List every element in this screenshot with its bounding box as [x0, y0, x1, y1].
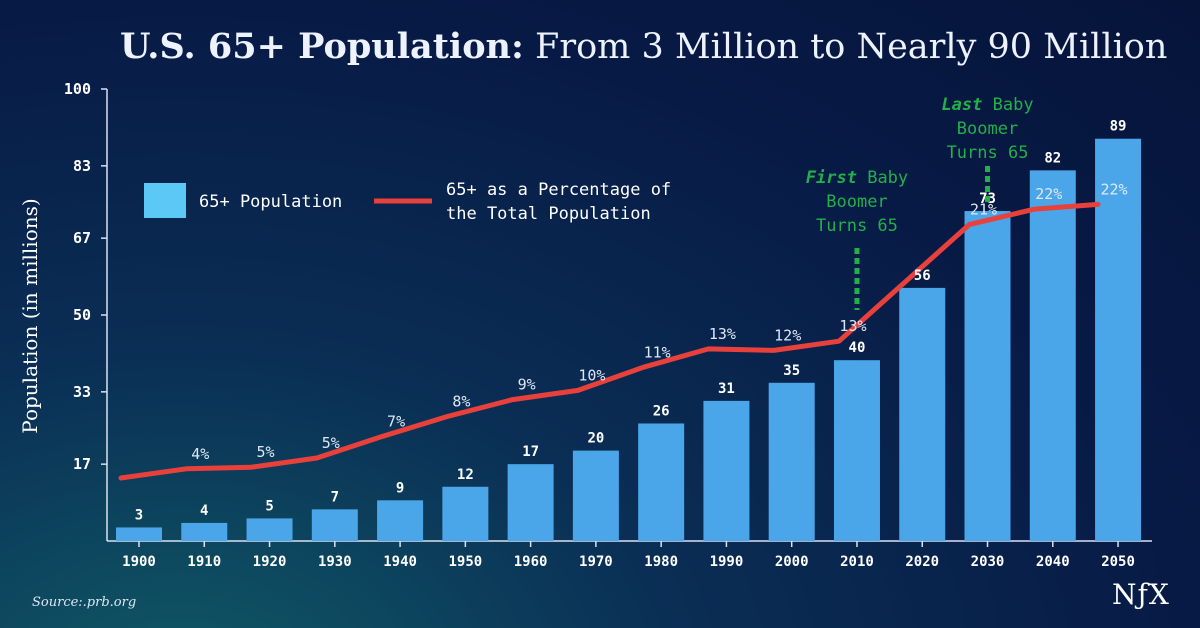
legend-label-bar: 65+ Population: [199, 192, 342, 212]
x-tick-label: 1970: [579, 554, 613, 570]
bar-value-label: 4: [200, 503, 208, 519]
annotation-line-2: Boomer: [957, 119, 1018, 139]
x-tick-label: 2030: [971, 554, 1005, 570]
bar-value-label: 31: [718, 381, 735, 397]
bar-value-label: 40: [849, 340, 866, 356]
bar-value-label: 5: [265, 498, 273, 514]
bar: [181, 522, 228, 541]
annotation-line-2: Boomer: [826, 192, 887, 212]
x-tick-label: 1920: [253, 554, 287, 570]
bar: [572, 450, 619, 541]
annotation-line-1: Last Baby: [941, 95, 1033, 115]
percent-label: 8%: [452, 393, 470, 411]
bar: [116, 527, 162, 541]
bar: [638, 423, 685, 541]
x-tick-label: 1990: [710, 554, 744, 570]
annotation-line-1: First Baby: [806, 168, 908, 188]
percent-label: 5%: [322, 434, 340, 452]
x-tick-label: 1900: [122, 554, 156, 570]
chart-title-bold: U.S. 65+ Population:: [120, 26, 524, 67]
x-tick-label: 2010: [840, 554, 874, 570]
bar-value-label: 20: [587, 431, 604, 447]
legend-label-line-1: 65+ as a Percentage of: [446, 180, 671, 200]
bar-value-label: 89: [1110, 119, 1127, 135]
bar: [442, 486, 489, 541]
percent-label: 21%: [970, 200, 997, 218]
percent-label: 22%: [1035, 185, 1062, 203]
bar: [768, 382, 815, 541]
bar-value-label: 35: [783, 363, 800, 379]
bar: [507, 464, 554, 541]
annotation-emphasis: First: [806, 168, 857, 188]
bar: [703, 400, 750, 541]
y-tick-label: 100: [64, 80, 91, 98]
percent-label: 11%: [644, 343, 671, 361]
percent-label: 13%: [839, 317, 866, 335]
percent-label: 10%: [578, 366, 605, 384]
chart-title: U.S. 65+ Population: From 3 Million to N…: [120, 26, 1167, 67]
x-tick-label: 1950: [448, 554, 482, 570]
legend-label-line-2: the Total Population: [446, 204, 651, 224]
x-tick-label: 1960: [514, 554, 548, 570]
y-tick-label: 83: [73, 157, 91, 175]
bar-value-label: 56: [914, 268, 931, 284]
legend-swatch-bar: [144, 183, 186, 218]
annotation-line-3: Turns 65: [816, 216, 898, 236]
bar: [1029, 170, 1076, 542]
y-tick-label: 67: [73, 229, 91, 247]
x-tick-label: 2040: [1036, 554, 1070, 570]
percent-label: 12%: [774, 326, 801, 344]
x-tick-label: 2050: [1101, 554, 1135, 570]
y-tick-label: 50: [73, 306, 91, 324]
annotation-rest: Baby: [857, 168, 908, 188]
bar: [964, 211, 1011, 542]
x-tick-label: 2020: [905, 554, 939, 570]
bar-value-label: 3: [135, 507, 143, 523]
x-tick-label: 1940: [383, 554, 417, 570]
x-tick-label: 2000: [775, 554, 809, 570]
percent-label: 9%: [518, 376, 536, 394]
bar: [833, 360, 880, 541]
x-tick-label: 1930: [318, 554, 352, 570]
annotation-rest: Baby: [982, 95, 1033, 115]
bar-value-label: 17: [522, 444, 539, 460]
percent-label: 4%: [191, 445, 209, 463]
percent-label: 22%: [1101, 180, 1128, 198]
percent-label: 13%: [709, 325, 736, 343]
x-tick-label: 1980: [644, 554, 678, 570]
brand-logo: NƒX: [1112, 578, 1170, 611]
percentage-line: [118, 201, 1101, 481]
percent-label: 7%: [387, 412, 405, 430]
source-note: Source:.prb.org: [32, 595, 137, 610]
bar-value-label: 82: [1044, 150, 1061, 166]
bar-value-label: 26: [653, 403, 670, 419]
y-tick-label: 33: [73, 383, 91, 401]
annotation-emphasis: Last: [941, 95, 982, 115]
chart-title-rest: From 3 Million to Nearly 90 Million: [535, 27, 1168, 67]
bar: [1095, 138, 1142, 541]
bar: [377, 500, 424, 541]
bar: [246, 518, 293, 541]
x-tick-label: 1910: [187, 554, 221, 570]
bar-value-label: 12: [457, 467, 474, 483]
bar-value-label: 7: [331, 489, 339, 505]
annotation-line-3: Turns 65: [947, 143, 1029, 163]
percent-label: 5%: [257, 443, 275, 461]
bar: [311, 509, 358, 541]
bar: [899, 287, 946, 541]
y-tick-label: 17: [73, 455, 91, 473]
bar-value-label: 9: [396, 480, 404, 496]
